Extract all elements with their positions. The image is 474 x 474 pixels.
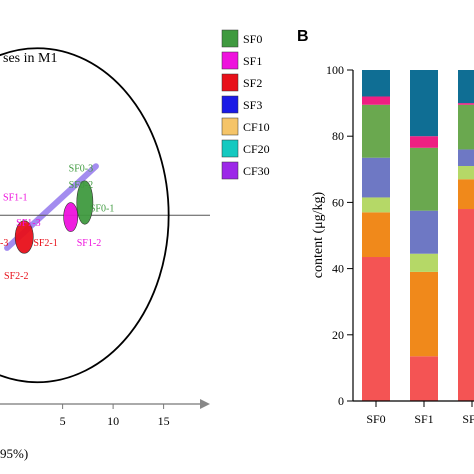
legend-swatch-cf20 bbox=[221, 139, 239, 158]
legend-swatch-cf10 bbox=[221, 117, 239, 136]
panel-b-stacked-bar: B 0 20 40 60 80 100 SF0 SF1 SF2 content (μg/kg) bbox=[297, 28, 474, 426]
group-ellipses-layer bbox=[14, 180, 94, 254]
y-tick-label: 100 bbox=[326, 63, 344, 77]
point-label: SF1-1 bbox=[3, 193, 27, 204]
group-ellipse-sf1 bbox=[63, 202, 79, 232]
legend-label-cf20: CF20 bbox=[243, 142, 270, 156]
bars-layer bbox=[362, 70, 474, 401]
bar-segment-sf0-2 bbox=[362, 212, 390, 258]
point-label: SF0-3 bbox=[69, 164, 93, 175]
bar-segment-sf0-1 bbox=[362, 257, 390, 401]
y-axis: 0 20 40 60 80 100 bbox=[326, 63, 354, 408]
y-tick-label: 20 bbox=[332, 328, 344, 342]
bar-segment-sf1-1 bbox=[410, 356, 438, 401]
legend-swatch-sf0 bbox=[221, 29, 239, 48]
bar-segment-sf2-5 bbox=[458, 104, 474, 150]
point-label: SF2-2 bbox=[4, 271, 28, 282]
bar-segment-sf1-2 bbox=[410, 271, 438, 357]
bar-category-label: SF2 bbox=[462, 412, 474, 426]
point-label: SF1-3 bbox=[16, 218, 40, 229]
y-tick-label: 60 bbox=[332, 195, 344, 209]
bar-segment-sf1-5 bbox=[410, 147, 438, 211]
x-axis-label: 95%) bbox=[0, 446, 28, 461]
legend-label-sf3: SF3 bbox=[243, 98, 262, 112]
legend-swatch-sf1 bbox=[221, 51, 239, 70]
legend-swatch-sf3 bbox=[221, 95, 239, 114]
legend-label-cf30: CF30 bbox=[243, 164, 270, 178]
confidence-ellipse-layer bbox=[0, 47, 210, 384]
legend-label-sf0: SF0 bbox=[243, 32, 262, 46]
y-axis-label: content (μg/kg) bbox=[311, 191, 326, 278]
point-label: SF1-2 bbox=[77, 238, 101, 249]
bar-category-label: SF1 bbox=[414, 412, 433, 426]
y-tick-label: 80 bbox=[332, 129, 344, 143]
bar-segment-sf0-3 bbox=[362, 197, 390, 213]
bar-segment-sf2-2 bbox=[458, 179, 474, 210]
bar-segment-sf0-4 bbox=[362, 157, 390, 198]
panel-a-title: ses in M1 bbox=[3, 51, 57, 66]
y-tick-label: 40 bbox=[332, 262, 344, 276]
bar-segment-sf1-3 bbox=[410, 253, 438, 272]
x-tick-label: 5 bbox=[60, 414, 66, 428]
legend: SF0 SF1 SF2 SF3 CF10 CF20 CF30 bbox=[221, 29, 270, 180]
bar-x-axis: SF0 SF1 SF2 bbox=[353, 400, 474, 426]
confidence-ellipse bbox=[0, 47, 170, 384]
point-label: -3 bbox=[0, 238, 8, 249]
point-label: SF2-1 bbox=[33, 238, 57, 249]
bar-segment-sf2-7 bbox=[458, 70, 474, 104]
bar-segment-sf2-3 bbox=[458, 165, 474, 180]
bar-segment-sf0-6 bbox=[362, 96, 390, 105]
point-label: SF0-2 bbox=[69, 180, 93, 191]
legend-swatch-cf30 bbox=[221, 161, 239, 180]
y-tick-label: 0 bbox=[338, 394, 344, 408]
legend-label-cf10: CF10 bbox=[243, 120, 270, 134]
legend-label-sf2: SF2 bbox=[243, 76, 262, 90]
x-axis: 5 10 15 bbox=[0, 399, 210, 428]
bar-segment-sf2-4 bbox=[458, 149, 474, 166]
bar-segment-sf1-7 bbox=[410, 70, 438, 137]
x-axis-arrow bbox=[200, 399, 210, 409]
bar-segment-sf1-6 bbox=[410, 136, 438, 148]
group-ellipse-sf0 bbox=[76, 180, 94, 225]
bar-category-label: SF0 bbox=[366, 412, 385, 426]
panel-a-scatter: ses in M1 SF0-3SF0-2SF0-1SF1-1SF1-3SF1-2… bbox=[0, 29, 270, 461]
legend-label-sf1: SF1 bbox=[243, 54, 262, 68]
panel-b-label: B bbox=[297, 28, 309, 45]
x-tick-label: 10 bbox=[107, 414, 119, 428]
x-tick-label: 15 bbox=[158, 414, 170, 428]
point-label: SF0-1 bbox=[90, 204, 114, 215]
bar-segment-sf0-5 bbox=[362, 104, 390, 158]
bar-segment-sf2-6 bbox=[458, 103, 474, 105]
point-labels-layer: SF0-3 SF0-2 SF0-1 SF1-1 SF1-3 SF1-2 SF2-1 SF2-2… bbox=[0, 164, 114, 282]
group-ellipse-sf2 bbox=[14, 220, 34, 254]
bar-segment-sf0-7 bbox=[362, 70, 390, 97]
legend-swatch-sf2 bbox=[221, 73, 239, 92]
bar-segment-sf1-4 bbox=[410, 210, 438, 254]
bar-segment-sf2-1 bbox=[458, 209, 474, 401]
